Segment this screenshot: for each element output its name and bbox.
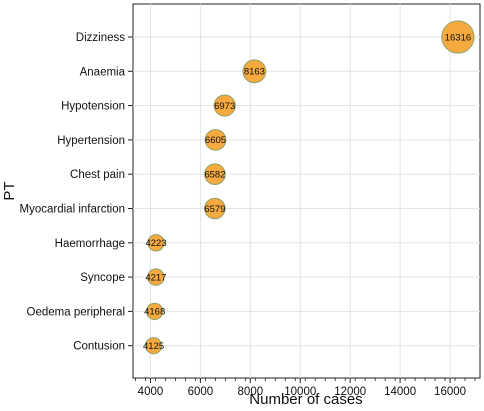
bubble (213, 94, 236, 117)
x-minor-ticks (135, 378, 476, 381)
bubble-data-label: 4168 (144, 307, 165, 318)
y-tick-label: Myocardial infarction (20, 204, 125, 216)
plot-area (132, 3, 481, 379)
x-tick-label: 12000 (334, 386, 366, 398)
y-axis-title: PT (1, 181, 18, 200)
bubble (242, 59, 267, 84)
x-tick-label: 4000 (138, 386, 164, 398)
y-tick-label: Anaemia (80, 66, 126, 78)
bubble-data-label: 4125 (143, 341, 164, 352)
bubble-data-label: 6973 (214, 101, 235, 112)
bubble-data-label: 4217 (145, 272, 166, 283)
y-tick-label: Syncope (80, 272, 125, 284)
bubble (145, 302, 164, 321)
y-axis-ticks: Dizziness Anaemia Hypotension Hypertension C… (20, 32, 133, 353)
bubble-data-label: 6605 (205, 135, 226, 146)
x-tick-label: 10000 (284, 386, 316, 398)
x-axis-title: Number of cases (249, 391, 362, 408)
y-tick-label: Haemorrhage (55, 238, 125, 250)
y-tick-label: Contusion (73, 341, 125, 353)
bubble (204, 197, 226, 220)
bubble (441, 20, 475, 54)
y-tick-label: Dizziness (76, 32, 125, 44)
y-tick-label: Chest pain (70, 169, 125, 181)
bubble (144, 337, 163, 355)
x-axis-ticks: 4000 6000 8000 10000 12000 14000 16000 (138, 378, 466, 398)
bubble-data-label: 6579 (204, 204, 225, 215)
bubbles: 16316 8163 6973 6605 6582 6579 4223 4217 4168 412… (143, 20, 475, 355)
x-tick-label: 6000 (188, 386, 214, 398)
x-tick-label: 8000 (238, 386, 264, 398)
x-tick-label: 14000 (384, 386, 416, 398)
y-tick-label: Hypertension (57, 135, 125, 147)
bubble (204, 163, 226, 185)
y-tick-label: Oedema peripheral (27, 306, 125, 318)
bubble (147, 234, 165, 252)
x-tick-label: 16000 (434, 386, 466, 398)
grid-lines (133, 4, 480, 378)
bubble-data-label: 4223 (145, 238, 166, 249)
bubble-data-label: 8163 (244, 67, 265, 78)
bubble (204, 129, 227, 151)
bubble-data-label: 16316 (445, 32, 471, 43)
bubble (147, 268, 165, 286)
bubble-data-label: 6582 (204, 170, 225, 181)
y-tick-label: Hypotension (61, 101, 125, 113)
